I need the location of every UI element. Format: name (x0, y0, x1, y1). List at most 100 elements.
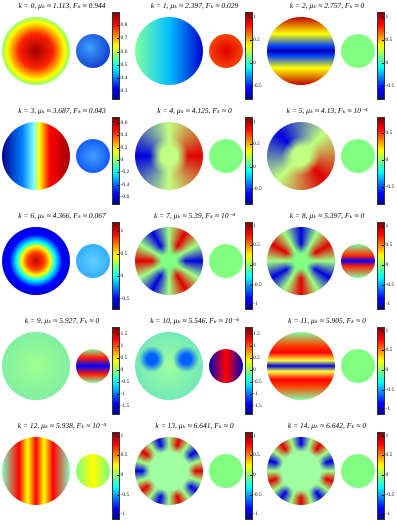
colorbar-tick-label: -1 (253, 390, 258, 397)
colorbar-tick (117, 184, 119, 186)
colorbar-tick (382, 265, 384, 266)
colorbar-tick (117, 51, 119, 53)
small-disk (76, 34, 110, 68)
colorbar (377, 432, 385, 520)
small-disk (341, 34, 375, 68)
panel-title: k = 5, μₖ ≈ 4.13, Fₖ ≈ 10⁻⁴ (286, 106, 368, 115)
colorbar-tick-label: 0 (120, 157, 124, 163)
colorbar-tick (382, 475, 384, 476)
colorbar-tick-label: -1 (120, 390, 126, 397)
colorbar-tick (117, 381, 119, 383)
colorbar-tick (117, 253, 119, 255)
colorbar-tick-label: -0.5 (120, 295, 130, 302)
colorbar-tick-label: 0.5 (253, 242, 260, 249)
colorbar-tick-label: 0.5 (253, 36, 260, 43)
colorbar-tick-label: -0.4 (120, 181, 130, 188)
colorbar-tick-label: 0.5 (120, 61, 128, 68)
big-disk (267, 122, 335, 190)
colorbar-tick-label: 1 (120, 432, 124, 439)
colorbar-tick-label: -1 (253, 301, 258, 308)
colorbar (244, 432, 253, 520)
big-disk (134, 437, 203, 505)
colorbar-tick-label: 0.4 (120, 132, 128, 139)
colorbar-tick-label: 0.7 (120, 35, 128, 42)
colorbar-tick (117, 172, 119, 174)
colorbar-tick-label: -0.5 (253, 83, 262, 90)
colorbar-tick (249, 435, 252, 437)
big-disk (134, 227, 203, 295)
colorbar-tick (249, 166, 252, 168)
colorbar-tick-label: 0.5 (120, 355, 128, 362)
colorbar-tick (382, 389, 384, 391)
colorbar-tick (382, 330, 384, 332)
colorbar-tick-label: -1 (385, 301, 391, 308)
colorbar-tick (117, 64, 119, 66)
colorbar-tick-label: 0.5 (120, 452, 128, 459)
panel-title: k = 11, μₖ ≈ 5.905, Fₖ ≈ 0 (288, 316, 366, 325)
colorbar-tick-label: 0.5 (385, 36, 393, 43)
colorbar-tick-label: 0 (120, 273, 124, 280)
big-disk (267, 227, 335, 295)
colorbar-tick (249, 455, 252, 457)
colorbar (377, 12, 385, 100)
colorbar (112, 117, 120, 205)
colorbar-tick-label: 1 (385, 327, 389, 334)
colorbar-tick (382, 514, 384, 516)
big-disk (134, 17, 203, 85)
panel-title: k = 14, μₖ ≈ 6.642, Fₖ ≈ 0 (287, 421, 367, 430)
colorbar-tick (117, 334, 119, 336)
colorbar-tick-label: 0.5 (385, 347, 393, 354)
panel-title: k = 8, μₖ ≈ 5.397, Fₖ ≈ 0 (289, 211, 365, 220)
colorbar-tick (382, 284, 384, 286)
colorbar-tick-label: 1 (385, 13, 389, 20)
colorbar-tick (249, 86, 252, 88)
colorbar-tick-label: 0.5 (385, 452, 393, 459)
colorbar-tick (249, 346, 252, 348)
colorbar-tick (249, 144, 252, 146)
colorbar-tick-label: 0 (385, 157, 389, 163)
colorbar (112, 432, 120, 520)
big-disk (134, 332, 203, 400)
colorbar-tick (117, 346, 119, 348)
small-disk (76, 139, 110, 173)
colorbar-tick (117, 455, 119, 457)
colorbar-tick-label: 1 (253, 13, 256, 20)
colorbar-tick (117, 298, 119, 300)
colorbar-tick-label: -1 (385, 511, 391, 518)
colorbar (244, 222, 253, 310)
colorbar-tick (249, 265, 252, 266)
colorbar-tick-label: 0.5 (120, 250, 128, 257)
colorbar-tick-label: -0.5 (120, 491, 130, 498)
colorbar-tick-label: -1.5 (120, 402, 130, 409)
panel-title: k = 10, μₖ ≈ 5.546, Fₖ ≈ 10⁻⁴ (150, 316, 239, 325)
colorbar-tick (249, 245, 252, 247)
colorbar-tick (117, 435, 119, 437)
colorbar-tick-label: -0.5 (253, 186, 262, 193)
panel-title: k = 9, μₖ ≈ 5.927, Fₖ ≈ 0 (24, 316, 100, 325)
colorbar-tick (249, 393, 252, 395)
big-disk (267, 437, 335, 505)
panel-title: k = 6, μₖ ≈ 4.366, Fₖ ≈ 0.067 (18, 211, 106, 220)
colorbar-tick (117, 494, 119, 496)
colorbar-tick-label: 1.5 (253, 331, 260, 338)
colorbar-tick-label: -1 (385, 406, 391, 413)
small-disk (341, 454, 375, 488)
big-disk (2, 332, 70, 400)
big-disk (2, 122, 70, 190)
colorbar-tick-label: -0.5 (385, 386, 395, 393)
small-disk (208, 349, 243, 383)
colorbar-tick (249, 225, 252, 227)
colorbar-tick (117, 91, 119, 93)
colorbar-tick (382, 409, 384, 411)
colorbar-tick (117, 147, 119, 149)
colorbar-tick-label: 1 (253, 118, 256, 125)
big-disk (2, 437, 70, 505)
colorbar-tick-label: 1 (385, 432, 389, 439)
colorbar-tick (382, 494, 384, 496)
big-disk (267, 17, 335, 85)
colorbar-tick-label: -0.5 (385, 281, 395, 288)
colorbar (244, 327, 253, 415)
small-disk (208, 139, 243, 173)
colorbar-tick (249, 381, 252, 383)
colorbar-tick-label: 0.2 (120, 144, 128, 151)
